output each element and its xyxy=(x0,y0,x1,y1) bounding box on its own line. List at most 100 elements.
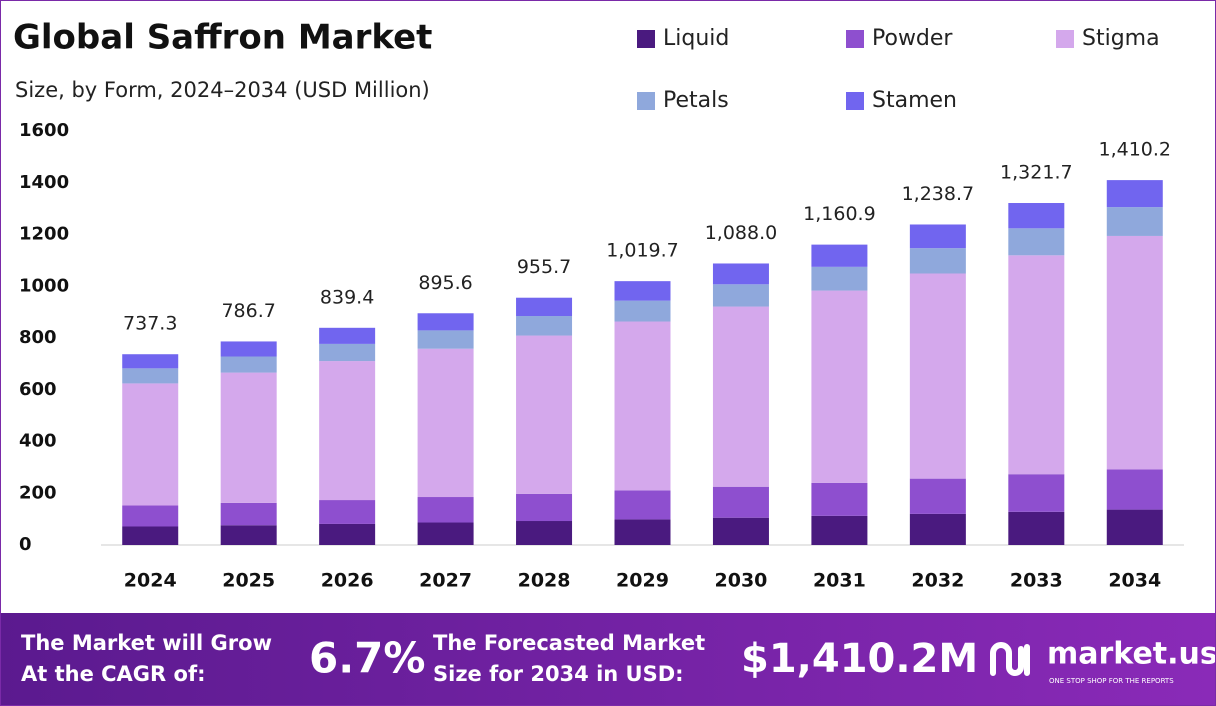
bar-segment xyxy=(811,244,868,267)
bar-segment xyxy=(220,356,277,373)
y-tick-label: 1600 xyxy=(19,120,69,141)
legend-swatch xyxy=(637,92,655,110)
bar-segment xyxy=(614,490,671,520)
cagr-label: At the CAGR of: xyxy=(21,662,206,686)
chart-subtitle: Size, by Form, 2024–2034 (USD Million) xyxy=(15,78,430,102)
legend-swatch xyxy=(1056,30,1074,48)
bar-segment xyxy=(1008,474,1065,512)
bar-segment xyxy=(122,354,179,369)
legend-swatch xyxy=(846,92,864,110)
bar-segment xyxy=(614,519,671,545)
legend-label: Stamen xyxy=(872,88,957,113)
bar-segment xyxy=(811,266,868,291)
bar-segment xyxy=(122,505,179,527)
bar-segment xyxy=(516,335,573,494)
x-tick-label: 2025 xyxy=(222,570,275,592)
bar-segment xyxy=(712,263,769,285)
bar-segment xyxy=(1008,255,1065,475)
bar-segment xyxy=(614,321,671,491)
x-tick-label: 2029 xyxy=(616,570,669,592)
bar-segment xyxy=(909,478,966,514)
bar-segment xyxy=(1106,469,1163,510)
cagr-value: 6.7% xyxy=(309,634,425,683)
x-tick-label: 2024 xyxy=(124,570,177,592)
legend-label: Liquid xyxy=(663,26,729,51)
bar-segment xyxy=(1106,207,1163,236)
bar-segment xyxy=(122,526,179,545)
bar-segment xyxy=(811,290,868,483)
bar-segment xyxy=(319,343,376,362)
bar-segment xyxy=(417,330,474,349)
bar-segment xyxy=(811,515,868,545)
total-label: 1,238.7 xyxy=(902,183,975,205)
bar-segment xyxy=(909,513,966,545)
bar-segment xyxy=(909,273,966,479)
total-label: 786.7 xyxy=(221,300,275,322)
bar-segment xyxy=(122,383,179,506)
y-tick-label: 400 xyxy=(19,431,57,452)
bar-segment xyxy=(220,341,277,357)
bar-segment xyxy=(712,517,769,545)
brand-name: market.us xyxy=(1047,637,1216,672)
footer-band xyxy=(1,613,1215,705)
x-tick-label: 2028 xyxy=(518,570,571,592)
bar-segment xyxy=(319,327,376,344)
total-label: 1,321.7 xyxy=(1000,162,1073,184)
bar-segment xyxy=(220,502,277,526)
x-tick-label: 2026 xyxy=(321,570,374,592)
bar-segment xyxy=(712,284,769,307)
bar-segment xyxy=(516,493,573,522)
bar-segment xyxy=(516,297,573,317)
y-tick-label: 1000 xyxy=(19,275,69,296)
bar-segment xyxy=(614,281,671,301)
bar-segment xyxy=(614,300,671,322)
y-tick-label: 1400 xyxy=(19,172,69,193)
total-label: 1,088.0 xyxy=(705,222,778,244)
bar-segment xyxy=(319,500,376,524)
bar-segment xyxy=(1008,203,1065,229)
bar-segment xyxy=(417,313,474,331)
legend-label: Petals xyxy=(663,88,729,113)
bar-segment xyxy=(417,348,474,498)
bar-segment xyxy=(1008,228,1065,256)
bar-segment xyxy=(319,361,376,501)
total-label: 1,160.9 xyxy=(803,203,876,225)
bar-segment xyxy=(909,248,966,274)
bar-segment xyxy=(319,523,376,545)
brand-tagline: ONE STOP SHOP FOR THE REPORTS xyxy=(1049,677,1174,685)
x-tick-label: 2032 xyxy=(911,570,964,592)
bar-segment xyxy=(1106,509,1163,545)
y-tick-label: 600 xyxy=(19,379,57,400)
y-tick-label: 1200 xyxy=(19,224,69,245)
total-label: 1,019.7 xyxy=(606,240,679,262)
x-tick-label: 2027 xyxy=(419,570,472,592)
x-tick-label: 2031 xyxy=(813,570,866,592)
total-label: 737.3 xyxy=(123,313,177,335)
y-tick-label: 800 xyxy=(19,327,57,348)
cagr-label: The Market will Grow xyxy=(21,631,272,655)
y-tick-label: 0 xyxy=(19,534,32,555)
x-tick-label: 2033 xyxy=(1010,570,1063,592)
bar-segment xyxy=(516,521,573,545)
forecast-label: The Forecasted Market xyxy=(433,631,705,655)
bar-segment xyxy=(417,497,474,523)
total-label: 895.6 xyxy=(418,272,472,294)
chart-title: Global Saffron Market xyxy=(13,18,432,58)
total-label: 955.7 xyxy=(517,256,571,278)
brand-logo xyxy=(990,642,1030,676)
legend-swatch xyxy=(637,30,655,48)
y-tick-label: 200 xyxy=(19,482,57,503)
bar-segment xyxy=(516,316,573,336)
bar-segment xyxy=(909,224,966,249)
bar-segment xyxy=(122,368,179,384)
total-label: 1,410.2 xyxy=(1099,139,1172,161)
legend-swatch xyxy=(846,30,864,48)
bar-segment xyxy=(1106,180,1163,208)
forecast-value: $1,410.2M xyxy=(741,636,978,682)
legend-label: Stigma xyxy=(1082,26,1160,51)
x-tick-label: 2034 xyxy=(1108,570,1161,592)
bar-segment xyxy=(712,486,769,518)
bar-segment xyxy=(220,372,277,503)
